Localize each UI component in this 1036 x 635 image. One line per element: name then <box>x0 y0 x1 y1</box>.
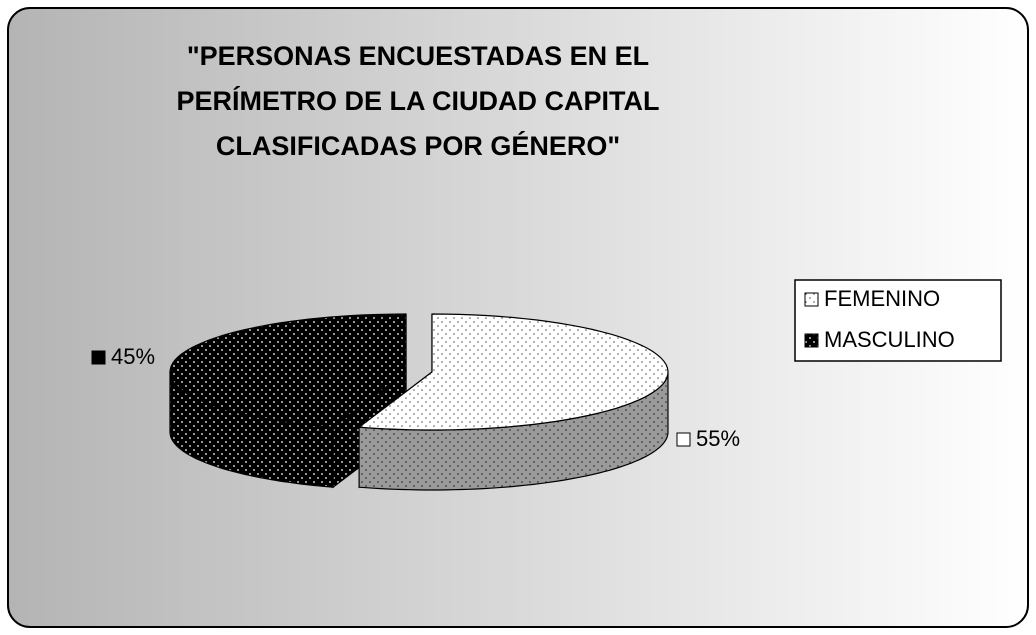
chart-title: "PERSONAS ENCUESTADAS EN EL PERÍMETRO DE… <box>176 41 660 161</box>
legend-label: MASCULINO <box>824 327 955 352</box>
data-label: 55% <box>696 426 740 451</box>
label-swatch <box>91 350 106 365</box>
data-label: 45% <box>111 344 155 369</box>
legend-swatch <box>804 333 819 348</box>
label-swatch <box>676 432 691 447</box>
slice <box>169 313 407 428</box>
legend-swatch <box>804 292 819 307</box>
slice <box>357 313 669 431</box>
legend-box <box>794 279 1002 362</box>
legend-label: FEMENINO <box>824 286 940 311</box>
